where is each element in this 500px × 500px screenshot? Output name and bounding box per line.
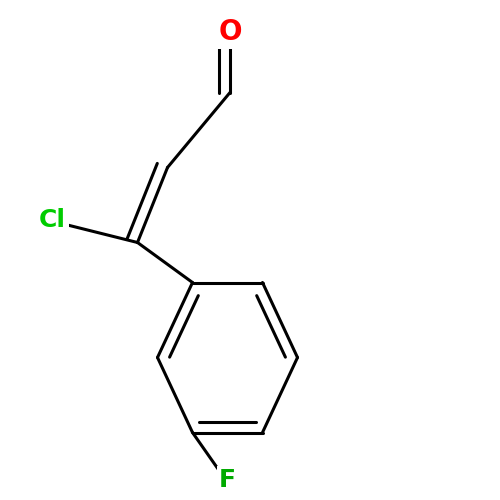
Text: O: O bbox=[218, 18, 242, 46]
Text: F: F bbox=[219, 468, 236, 492]
Text: Cl: Cl bbox=[39, 208, 66, 232]
